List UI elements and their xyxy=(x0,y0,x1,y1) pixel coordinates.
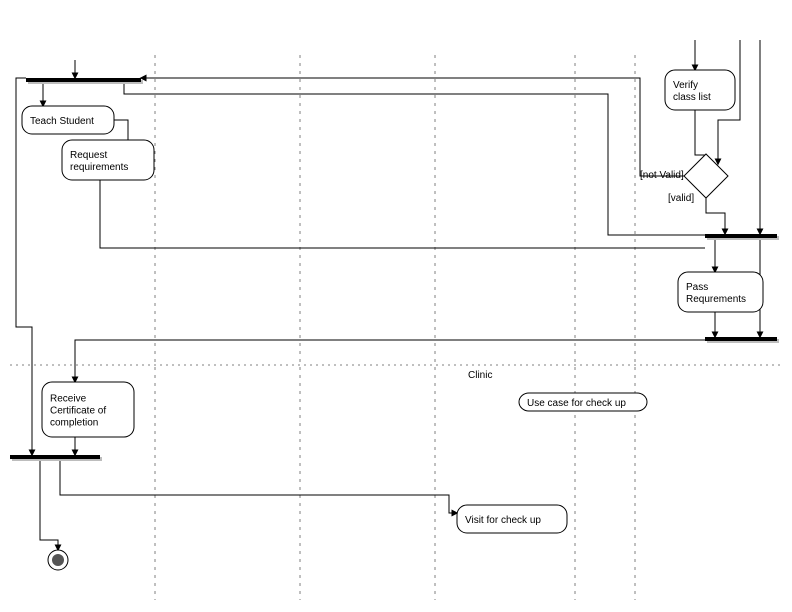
node-passReq: PassRequrements xyxy=(678,272,763,312)
decision-diamond xyxy=(684,154,728,198)
node-requestReq: Requestrequirements xyxy=(62,140,154,180)
node-label-receiveCert-1: Certificate of xyxy=(50,406,106,417)
connector-bar3-left-recv xyxy=(75,340,705,382)
node-receiveCert: ReceiveCertificate ofcompletion xyxy=(42,382,134,437)
connector-req-down-right xyxy=(100,180,705,248)
node-label-verifyClass-0: Verify xyxy=(673,80,698,91)
node-label-usecaseCheckup-0: Use case for check up xyxy=(527,398,626,409)
connector-verify-decision xyxy=(695,110,706,155)
connector-teach-into-req xyxy=(114,120,128,140)
node-teachStudent: Teach Student xyxy=(22,106,114,134)
connector-far-left-down xyxy=(16,78,32,455)
free-label-0: Clinic xyxy=(468,370,492,381)
sync-bar-bar3 xyxy=(705,337,779,343)
node-usecaseCheckup: Use case for check up xyxy=(519,393,647,411)
node-label-receiveCert-2: completion xyxy=(50,418,98,429)
node-label-requestReq-0: Request xyxy=(70,150,107,161)
sync-bar-bar2 xyxy=(705,234,779,240)
node-label-receiveCert-0: Receive xyxy=(50,394,87,405)
node-visitCheckup: Visit for check up xyxy=(457,505,567,533)
node-label-passReq-0: Pass xyxy=(686,282,708,293)
node-label-requestReq-1: requirements xyxy=(70,162,128,173)
node-verifyClass: Verifyclass list xyxy=(665,70,735,110)
free-label-2: [valid] xyxy=(668,193,694,204)
connector-bar1-right xyxy=(124,82,705,235)
connector-bar4-visit xyxy=(60,459,457,513)
node-label-verifyClass-1: class list xyxy=(673,92,711,103)
connector-bar4-final xyxy=(40,459,58,550)
sync-bar-bar4 xyxy=(10,455,102,461)
sync-bar-bar1 xyxy=(26,78,143,84)
node-label-teachStudent-0: Teach Student xyxy=(30,116,94,127)
node-label-visitCheckup-0: Visit for check up xyxy=(465,515,541,526)
free-label-1: [not Valid] xyxy=(640,170,684,181)
final-node-inner xyxy=(52,554,64,566)
connector-dec-notvalid xyxy=(141,78,695,176)
node-label-passReq-1: Requrements xyxy=(686,294,746,305)
